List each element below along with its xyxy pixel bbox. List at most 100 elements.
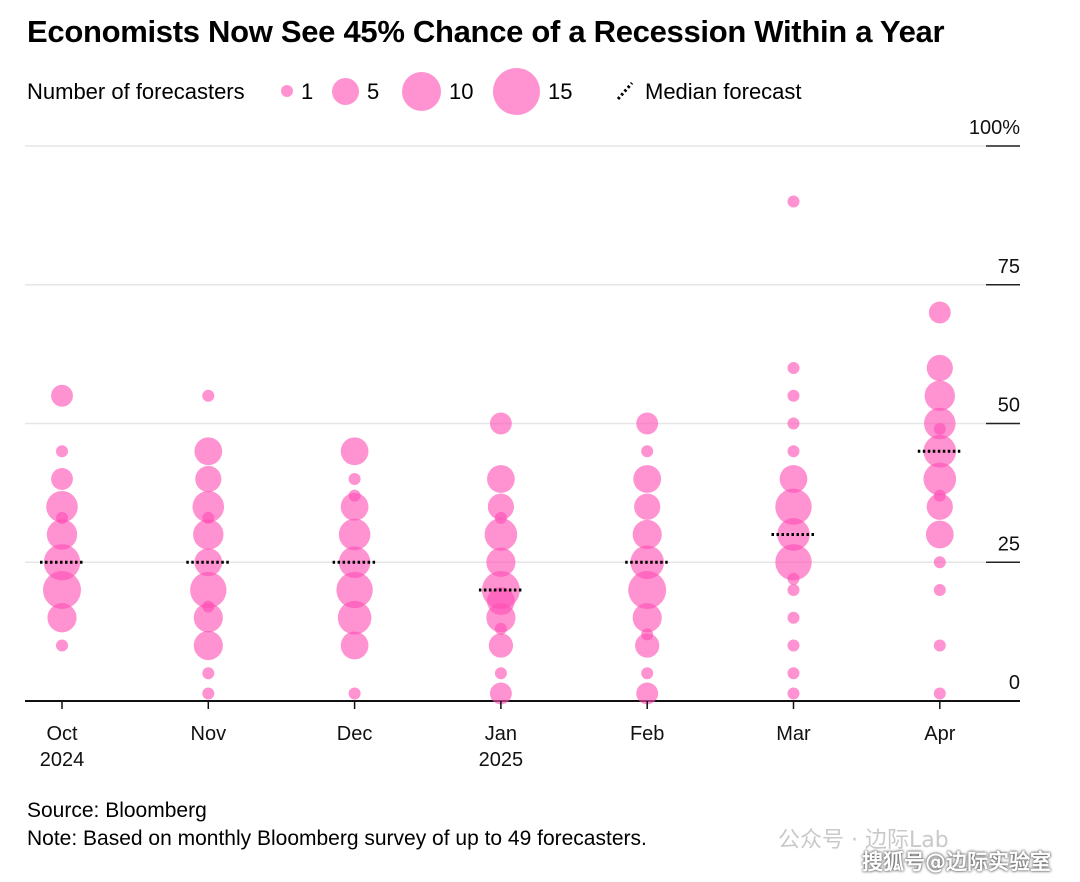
bubble-jan-40 [487,465,515,493]
ytick-label-100: 100% [969,117,1020,139]
bubble-dec-20 [336,571,373,609]
bubble-jan-50 [489,412,512,435]
xtick-label-feb: Feb [630,723,664,745]
bubble-feb-50 [636,412,659,435]
bubble-jan-30 [484,518,518,551]
bubble-jan-35 [487,493,514,520]
bubble-feb-1 [636,682,659,705]
bubble-mar-90 [787,195,800,208]
bubble-apr-20 [933,584,946,596]
bubble-oct-55 [51,384,73,407]
ytick-label-75: 75 [998,256,1020,278]
bubble-oct-10 [56,639,68,652]
ytick-label-0: 0 [1009,672,1020,694]
bubble-feb-45 [641,445,654,458]
xtick-year-2025: 2025 [479,749,524,771]
bubble-nov-45 [194,437,223,466]
bubble-oct-35 [46,490,78,523]
legend-size-5-label: 5 [367,79,380,104]
bubble-dec-37 [348,489,361,502]
bubble-feb-15 [632,603,662,633]
bubble-mar-15 [787,611,800,624]
bubble-oct-30 [46,519,78,550]
bubble-mar-25 [775,544,812,581]
xtick-label-apr: Apr [924,723,955,745]
bubble-nov-35 [192,490,225,523]
bubble-feb-30 [632,519,662,550]
legend-size-10-label: 10 [449,79,474,104]
legend-size-label: Number of forecasters [27,79,245,104]
bubble-nov-55 [202,389,215,402]
xtick-label-dec: Dec [337,723,373,745]
bubble-dec-30 [338,518,371,551]
chart-footer: Source: Bloomberg Note: Based on monthly… [27,797,647,853]
bubble-mar-35 [775,488,812,525]
bubble-mar-5 [787,667,800,680]
chart-title: Economists Now See 45% Chance of a Reces… [27,14,945,49]
bubble-oct-20 [43,571,81,609]
bubble-mar-40 [779,465,808,493]
legend-bubble-10 [402,72,441,111]
legend: Number of forecasters 1 5 10 15 Median f… [27,66,1027,118]
bubble-dec-10 [340,631,369,660]
bubble-apr-70 [928,301,951,324]
bubble-apr-55 [924,380,956,411]
legend-bubble-15 [493,68,540,115]
legend-size-15-label: 15 [548,79,573,104]
note-text: Note: Based on monthly Bloomberg survey … [27,827,647,850]
legend-size-1-label: 1 [301,79,314,104]
bubble-oct-15 [47,603,77,633]
xtick-label-nov: Nov [191,723,227,745]
bubble-mar-55 [787,389,800,402]
bubble-dec-45 [340,437,369,466]
bubble-apr-1 [933,687,946,700]
bubble-mar-60 [787,362,800,374]
bubble-feb-35 [634,493,661,520]
xtick-label-mar: Mar [776,723,811,745]
watermark-sohu: 搜狐号@边际实验室 [862,850,1051,874]
bubble-apr-10 [933,639,946,652]
chart-plot: 0 25 50 75 100% Oct 2024 Nov Dec Jan 2025 Feb Mar Apr [25,117,1020,771]
bubble-mar-50 [787,417,800,430]
bubble-feb-5 [641,667,654,680]
bubble-mar-10 [787,639,800,652]
bubble-nov-10 [193,630,223,661]
bubble-apr-35 [926,493,953,520]
bubble-nov-40 [195,465,222,493]
bubble-dec-35 [340,492,369,521]
bubble-apr-60 [926,354,953,382]
bubble-feb-10 [635,633,660,658]
bubble-nov-5 [202,667,215,680]
legend-median-label: Median forecast [645,79,802,104]
ytick-label-50: 50 [998,395,1020,417]
legend-bubble-1 [281,85,293,97]
bubble-jan-1 [489,682,512,705]
bubble-mar-20 [787,584,800,596]
bubble-nov-15 [193,603,223,633]
bubble-nov-20 [190,571,227,609]
source-text: Source: Bloomberg [27,799,207,822]
watermark-wechat: 公众号 · 边际Lab [778,828,949,853]
bubble-dec-40 [348,473,361,485]
bubble-mar-1 [787,687,800,700]
bubble-nov-30 [193,519,224,550]
bubble-mar-45 [787,445,800,458]
bubble-jan-25 [486,547,516,577]
bubble-nov-1 [202,687,215,700]
bubble-dec-1 [348,687,361,700]
bubble-apr-50 [924,407,956,440]
bubble-dec-15 [337,600,372,635]
xtick-year-2024: 2024 [40,749,85,771]
bubble-oct-40 [51,468,73,490]
xtick-label-oct: Oct [46,723,78,745]
bubble-feb-40 [633,465,662,493]
bubble-apr-40 [923,462,957,496]
bubble-feb-20 [628,571,667,609]
legend-median-icon [616,82,634,100]
bubble-jan-10 [488,633,514,658]
bubble-jan-5 [494,667,507,680]
bubble-apr-30 [925,520,954,549]
legend-bubble-5 [332,78,359,105]
bubble-apr-25 [933,556,946,569]
ytick-label-25: 25 [998,533,1020,555]
